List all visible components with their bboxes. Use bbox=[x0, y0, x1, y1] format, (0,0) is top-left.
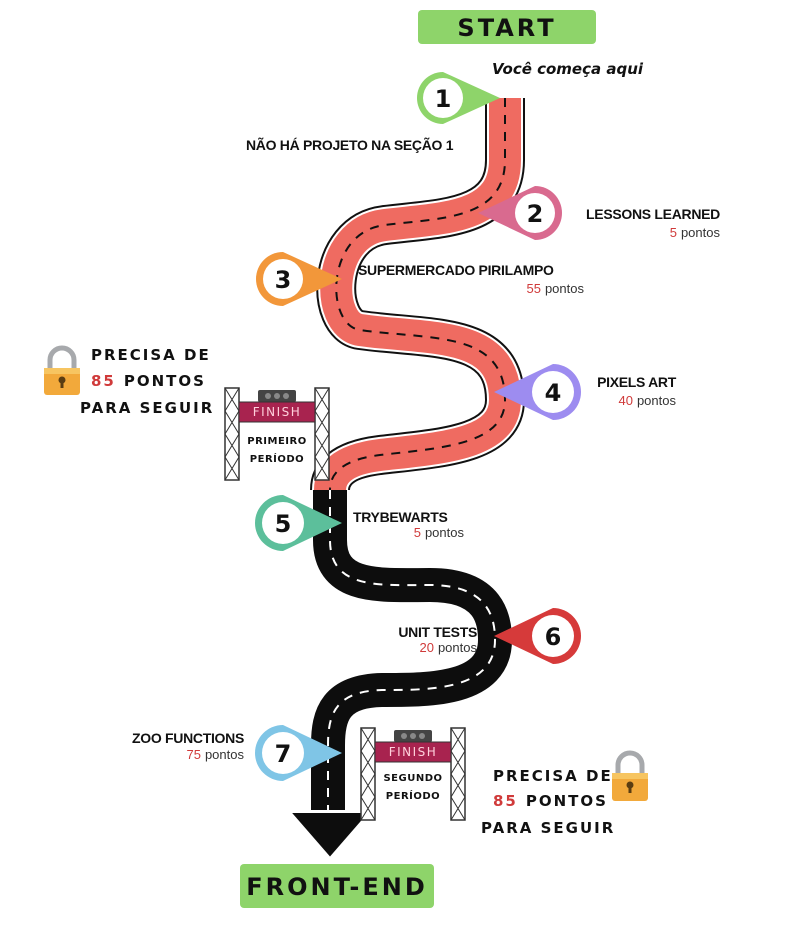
lock-2-line2: 85 PONTOS bbox=[493, 792, 608, 810]
lock-1-line3: PARA SEGUIR bbox=[80, 399, 214, 417]
lock-2-line1: PRECISA DE bbox=[493, 767, 613, 785]
lock-1-line1: PRECISA DE bbox=[91, 346, 211, 364]
start-label: START bbox=[457, 14, 556, 42]
milestone-pin-2: 2 bbox=[478, 186, 562, 240]
milestone-number-2: 2 bbox=[527, 200, 544, 228]
milestone-pin-4: 4 bbox=[494, 364, 581, 420]
milestone-pin-1: 1 bbox=[417, 72, 500, 124]
project-points-2: 5 pontos bbox=[670, 225, 721, 240]
project-title-5: TRYBEWARTS bbox=[353, 509, 447, 525]
milestone-pin-3: 3 bbox=[256, 252, 342, 306]
milestone-number-4: 4 bbox=[545, 379, 562, 407]
finish-gate-2: FINISH SEGUNDO PERÍODO bbox=[360, 727, 466, 821]
gate-1-line2: PERÍODO bbox=[250, 452, 304, 465]
gate-2-line1: SEGUNDO bbox=[383, 773, 442, 784]
lock-message-2: PRECISA DE 85 PONTOS PARA SEGUIR bbox=[481, 767, 615, 837]
road-arrow-head bbox=[287, 811, 373, 860]
lock-icon bbox=[44, 345, 80, 395]
project-points-7: 75 pontos bbox=[186, 747, 244, 762]
milestone-number-6: 6 bbox=[545, 623, 562, 651]
start-note: Você começa aqui bbox=[492, 60, 644, 78]
gate-1-line1: PRIMEIRO bbox=[247, 436, 306, 447]
end-label: FRONT-END bbox=[246, 873, 428, 901]
project-title-6: UNIT TESTS bbox=[398, 624, 477, 640]
project-points-3: 55 pontos bbox=[526, 281, 584, 296]
project-title-4: PIXELS ART bbox=[597, 374, 677, 390]
milestone-number-7: 7 bbox=[275, 740, 292, 768]
project-points-5: 5 pontos bbox=[414, 525, 465, 540]
lock-2-line3: PARA SEGUIR bbox=[481, 819, 615, 837]
gate-1-finish: FINISH bbox=[253, 405, 302, 419]
lock-icon bbox=[612, 750, 648, 801]
project-points-6: 20 pontos bbox=[419, 640, 477, 655]
milestone-number-5: 5 bbox=[275, 510, 292, 538]
project-title-3: SUPERMERCADO PIRILAMPO bbox=[358, 262, 554, 278]
milestone-number-1: 1 bbox=[435, 85, 452, 113]
end-banner: FRONT-END bbox=[240, 864, 434, 908]
gate-2-line2: PERÍODO bbox=[386, 789, 440, 802]
section1-note: NÃO HÁ PROJETO NA SEÇÃO 1 bbox=[246, 136, 454, 153]
milestone-pin-5: 5 bbox=[255, 495, 342, 551]
gate-2-finish: FINISH bbox=[389, 745, 438, 759]
milestone-pin-7: 7 bbox=[255, 725, 342, 781]
project-title-2: LESSONS LEARNED bbox=[586, 206, 720, 222]
milestone-number-3: 3 bbox=[275, 266, 292, 294]
project-title-7: ZOO FUNCTIONS bbox=[132, 730, 244, 746]
lock-1-line2: 85 PONTOS bbox=[91, 372, 206, 390]
project-points-4: 40 pontos bbox=[618, 393, 676, 408]
milestone-pin-6: 6 bbox=[494, 608, 581, 664]
finish-gate-1: FINISH PRIMEIRO PERÍODO bbox=[224, 387, 330, 481]
road-second-period bbox=[287, 490, 513, 860]
start-banner: START bbox=[418, 10, 596, 44]
lock-message-1: PRECISA DE 85 PONTOS PARA SEGUIR bbox=[80, 346, 214, 417]
road-first-period bbox=[310, 98, 526, 492]
